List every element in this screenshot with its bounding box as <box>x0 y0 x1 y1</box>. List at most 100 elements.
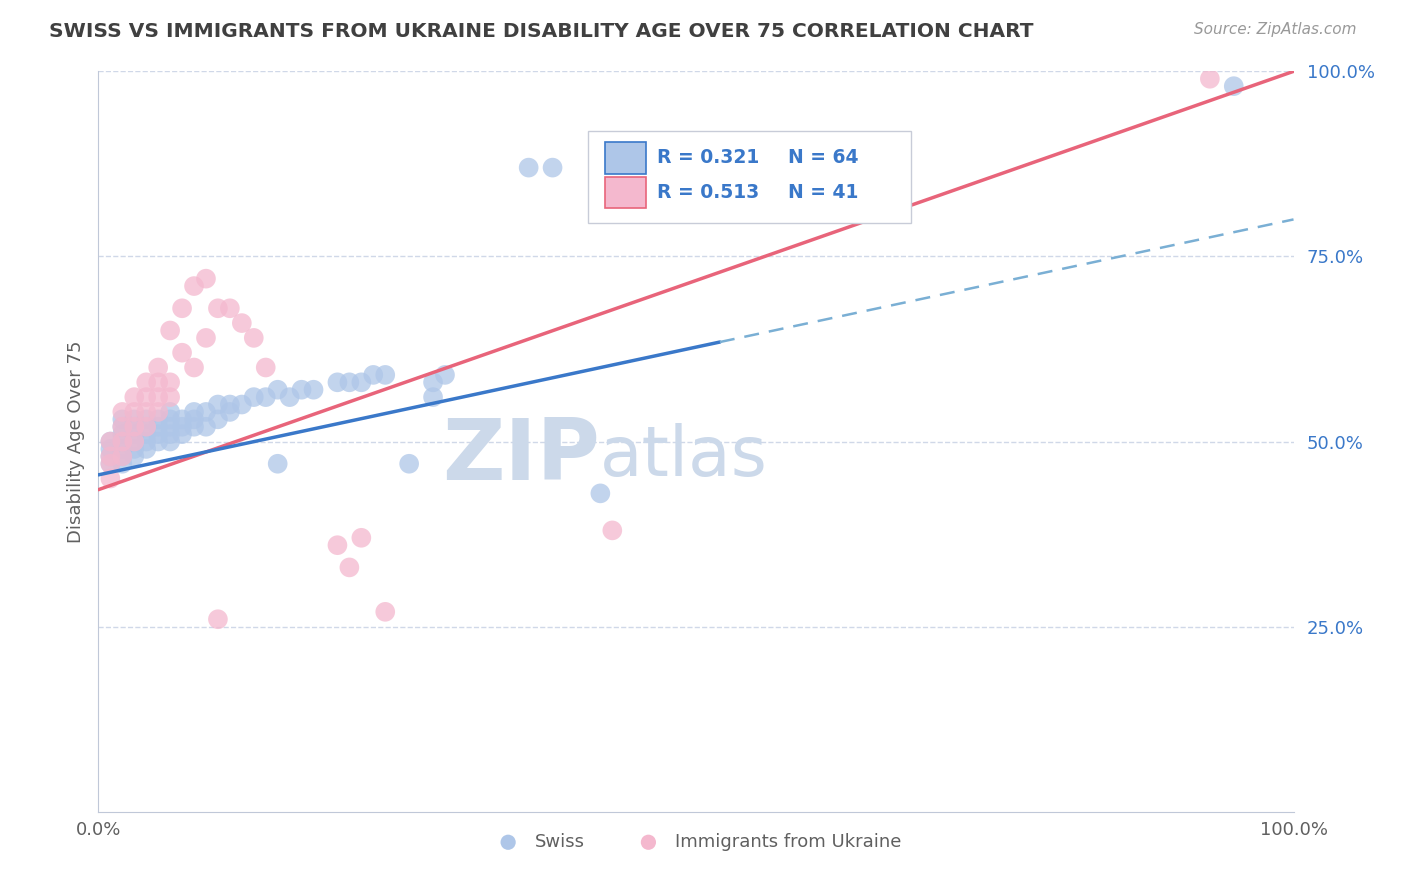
Point <box>111 405 134 419</box>
Point <box>195 405 218 419</box>
Point <box>207 612 229 626</box>
Point <box>231 398 253 412</box>
Text: SWISS VS IMMIGRANTS FROM UKRAINE DISABILITY AGE OVER 75 CORRELATION CHART: SWISS VS IMMIGRANTS FROM UKRAINE DISABIL… <box>49 22 1033 41</box>
Point <box>148 427 170 442</box>
Point <box>172 427 194 442</box>
Point <box>339 560 361 574</box>
Point <box>183 405 205 419</box>
Point <box>148 390 170 404</box>
Point <box>219 301 242 316</box>
Point <box>135 412 157 426</box>
Point <box>148 360 170 375</box>
Point <box>98 450 122 464</box>
Text: R = 0.513: R = 0.513 <box>657 183 759 202</box>
Point <box>111 419 134 434</box>
Point <box>135 419 157 434</box>
Point <box>124 390 146 404</box>
Text: atlas: atlas <box>600 423 768 490</box>
Point <box>398 457 420 471</box>
Point <box>135 390 157 404</box>
Point <box>159 376 181 390</box>
Point <box>124 405 146 419</box>
Point <box>111 434 134 449</box>
Point <box>195 331 218 345</box>
Point <box>254 360 277 375</box>
Point <box>434 368 457 382</box>
Point <box>98 442 122 456</box>
Legend: Swiss, Immigrants from Ukraine: Swiss, Immigrants from Ukraine <box>482 826 910 858</box>
Point <box>207 398 229 412</box>
Point <box>219 398 242 412</box>
Point <box>326 376 349 390</box>
Point <box>422 376 444 390</box>
Point <box>541 161 564 175</box>
Point <box>350 531 373 545</box>
Point <box>339 376 361 390</box>
Point <box>98 434 122 449</box>
Point <box>135 376 157 390</box>
Point <box>183 360 205 375</box>
Point <box>363 368 385 382</box>
Point <box>159 419 181 434</box>
Point <box>111 434 134 449</box>
Text: N = 64: N = 64 <box>787 148 859 168</box>
Point <box>602 524 624 538</box>
Point <box>207 412 229 426</box>
Point <box>124 434 146 449</box>
Point <box>374 605 396 619</box>
Point <box>243 390 266 404</box>
Point <box>172 345 194 359</box>
Point <box>159 434 181 449</box>
Y-axis label: Disability Age Over 75: Disability Age Over 75 <box>66 340 84 543</box>
Point <box>98 434 122 449</box>
Point <box>148 419 170 434</box>
Point <box>183 279 205 293</box>
Point <box>195 271 218 285</box>
Point <box>148 434 170 449</box>
Point <box>148 412 170 426</box>
Point <box>183 419 205 434</box>
Point <box>98 457 122 471</box>
Point <box>374 368 396 382</box>
Point <box>135 419 157 434</box>
Point <box>517 161 540 175</box>
Point <box>172 301 194 316</box>
Point <box>148 376 170 390</box>
Point <box>302 383 325 397</box>
Point <box>172 419 194 434</box>
Text: R = 0.321: R = 0.321 <box>657 148 759 168</box>
Point <box>267 457 290 471</box>
Point <box>111 450 134 464</box>
Point <box>135 434 157 449</box>
Point <box>98 471 122 485</box>
Point <box>135 427 157 442</box>
Point <box>111 442 134 456</box>
Point <box>243 331 266 345</box>
FancyBboxPatch shape <box>605 178 645 209</box>
Point <box>183 412 205 426</box>
Point <box>124 442 146 456</box>
Text: ZIP: ZIP <box>443 415 600 498</box>
Point <box>1223 79 1246 94</box>
Point <box>267 383 290 397</box>
Point <box>159 390 181 404</box>
Point <box>219 405 242 419</box>
Point <box>326 538 349 552</box>
Point <box>111 427 134 442</box>
Point <box>195 419 218 434</box>
Point <box>254 390 277 404</box>
Point <box>422 390 444 404</box>
Point <box>207 301 229 316</box>
Point <box>124 427 146 442</box>
Point <box>124 412 146 426</box>
Point <box>291 383 314 397</box>
Point <box>124 419 146 434</box>
Point <box>231 316 253 330</box>
Point <box>159 427 181 442</box>
Text: Source: ZipAtlas.com: Source: ZipAtlas.com <box>1194 22 1357 37</box>
Point <box>135 405 157 419</box>
Point <box>159 405 181 419</box>
FancyBboxPatch shape <box>589 130 911 223</box>
Point <box>148 405 170 419</box>
Text: N = 41: N = 41 <box>787 183 859 202</box>
